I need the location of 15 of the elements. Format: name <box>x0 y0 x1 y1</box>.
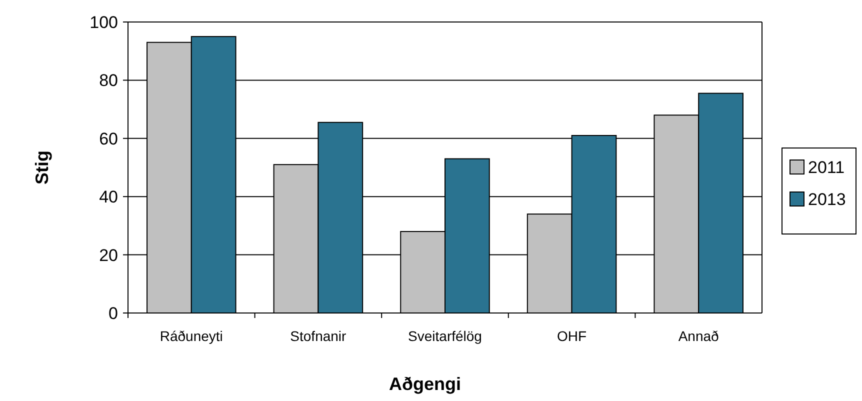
x-axis-title: Aðgengi <box>389 374 461 394</box>
x-tick-label: Sveitarfélög <box>408 328 482 344</box>
y-tick-label: 40 <box>99 188 118 207</box>
x-tick-label: Ráðuneyti <box>160 328 223 344</box>
y-tick-label: 100 <box>90 12 118 32</box>
x-tick-label: Stofnanir <box>290 328 347 344</box>
legend-label: 2013 <box>808 190 846 209</box>
x-tick-label: OHF <box>557 328 587 344</box>
y-tick-label: 0 <box>108 304 118 323</box>
y-tick-label: 60 <box>99 129 118 148</box>
y-tick-label: 20 <box>99 246 118 265</box>
x-tick-label: Annað <box>678 328 720 344</box>
y-tick-label: 80 <box>99 71 118 90</box>
legend-label: 2011 <box>808 158 845 177</box>
y-axis-title: Stig <box>32 150 52 184</box>
